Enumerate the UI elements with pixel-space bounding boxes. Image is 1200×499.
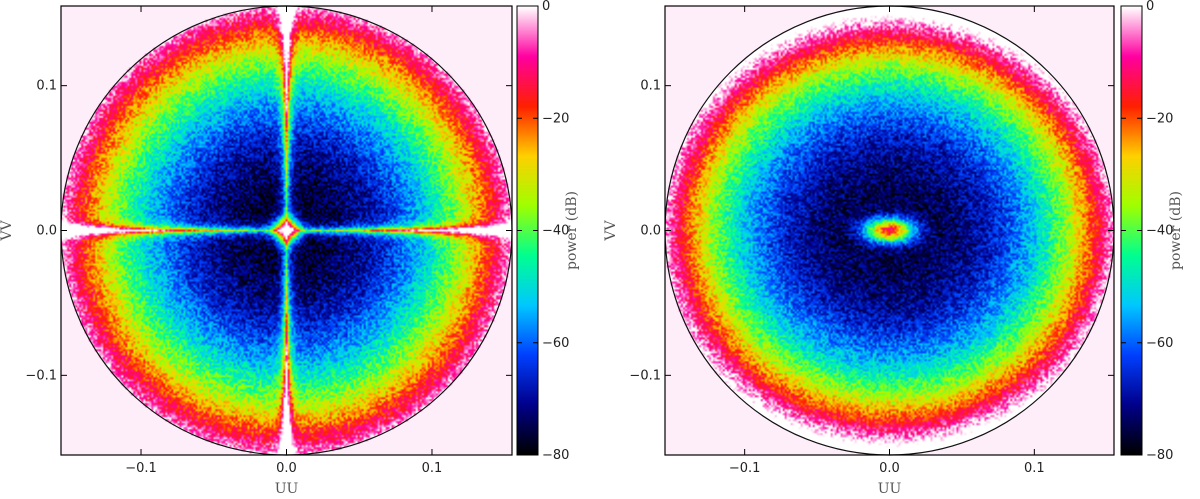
y-tick-label: −0.1 bbox=[629, 368, 661, 383]
x-tick-label: 0.1 bbox=[422, 461, 443, 476]
y-axis-label: VV bbox=[0, 220, 15, 242]
y-tick-label: 0.0 bbox=[36, 224, 57, 239]
colorbar-tick-label: −20 bbox=[1146, 111, 1173, 126]
x-axis-label: UU bbox=[275, 481, 299, 497]
y-tick-label: 0.1 bbox=[640, 79, 661, 94]
colorbar-label: power (dB) bbox=[1168, 191, 1184, 270]
colorbar-gradient bbox=[517, 6, 538, 455]
heatmap-image bbox=[61, 6, 512, 455]
y-tick-label: 0.1 bbox=[36, 79, 57, 94]
colorbar-tick-label: 0 bbox=[1146, 0, 1154, 14]
x-tick-label: 0.1 bbox=[1024, 461, 1045, 476]
colorbar-tick-label: −80 bbox=[1146, 448, 1173, 463]
y-tick-label: −0.1 bbox=[25, 368, 57, 383]
chart-panel-1: −0.1 0.0 0.1 −0.1 0.0 0.1 UU VV 0 −20 −40 −60 −80 pow… bbox=[0, 0, 580, 497]
x-tick-label: −0.1 bbox=[125, 461, 157, 476]
colorbar-tick-label: −40 bbox=[1146, 224, 1173, 239]
colorbar-tick-label: −60 bbox=[1146, 336, 1173, 351]
colorbar-tick-label: −60 bbox=[542, 336, 569, 351]
x-tick-label: 0.0 bbox=[276, 461, 297, 476]
y-axis-label: VV bbox=[603, 220, 619, 242]
chart-panel-2: −0.1 0.0 0.1 −0.1 0.0 0.1 UU VV 0 −20 −40 −60 −80 pow… bbox=[603, 0, 1184, 497]
colorbar-label: power (dB) bbox=[564, 191, 580, 270]
colorbar-tick-label: −20 bbox=[542, 111, 569, 126]
colorbar-tick-label: −80 bbox=[542, 448, 569, 463]
colorbar-tick-label: 0 bbox=[542, 0, 550, 14]
colorbar-tick-label: −40 bbox=[542, 224, 569, 239]
x-tick-label: 0.0 bbox=[879, 461, 900, 476]
x-axis-label: UU bbox=[878, 481, 902, 497]
heatmap-image bbox=[665, 6, 1114, 455]
y-tick-label: 0.0 bbox=[640, 224, 661, 239]
colorbar-gradient bbox=[1121, 6, 1142, 455]
x-tick-label: −0.1 bbox=[729, 461, 761, 476]
